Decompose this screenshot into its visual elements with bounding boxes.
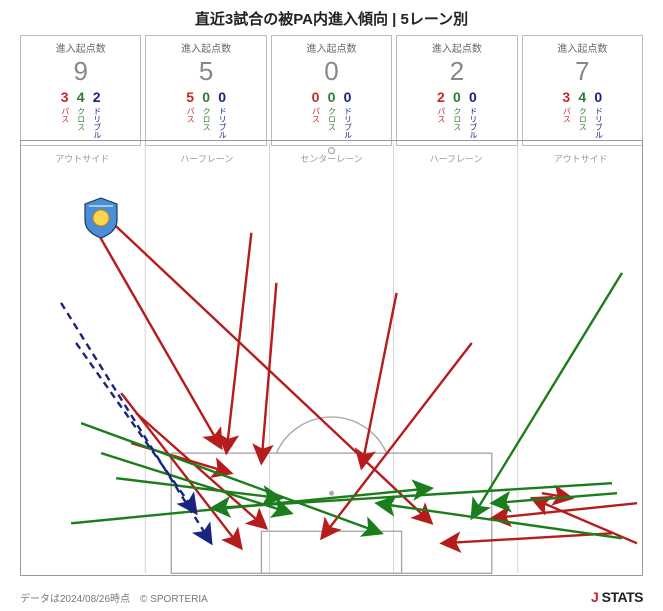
lane-breakdown: 3パス 4クロス 0ドリブル bbox=[525, 89, 640, 139]
dribble-count: 0ドリブル bbox=[344, 89, 352, 139]
lane-stat: 進入起点数 0 0パス 0クロス 0ドリブル bbox=[271, 35, 392, 146]
dribble-count: 0ドリブル bbox=[218, 89, 226, 139]
lane-stat: 進入起点数 9 3パス 4クロス 2ドリブル bbox=[20, 35, 141, 146]
stats-logo: J STATS bbox=[591, 589, 643, 605]
dribble-count: 0ドリブル bbox=[469, 89, 477, 139]
pass-count: 3パス bbox=[61, 89, 69, 139]
lane-breakdown: 3パス 4クロス 2ドリブル bbox=[23, 89, 138, 139]
pass-count: 3パス bbox=[562, 89, 570, 139]
cross-count: 4クロス bbox=[77, 89, 85, 139]
lane-breakdown: 0パス 0クロス 0ドリブル bbox=[274, 89, 389, 139]
chart-container: 直近3試合の被PA内進入傾向 | 5レーン別 進入起点数 9 3パス 4クロス … bbox=[0, 0, 663, 611]
lane-total: 0 bbox=[274, 57, 389, 86]
footer-text: データは2024/08/26時点 © SPORTERIA bbox=[20, 590, 208, 605]
lane-label: 進入起点数 bbox=[399, 40, 514, 55]
pass-count: 5パス bbox=[186, 89, 194, 139]
lane-total: 9 bbox=[23, 57, 138, 86]
lane-breakdown: 2パス 0クロス 0ドリブル bbox=[399, 89, 514, 139]
lane-label: 進入起点数 bbox=[274, 40, 389, 55]
lane-label: 進入起点数 bbox=[148, 40, 263, 55]
lane-total: 2 bbox=[399, 57, 514, 86]
dribble-count: 0ドリブル bbox=[594, 89, 602, 139]
lane-label: 進入起点数 bbox=[525, 40, 640, 55]
pitch-area bbox=[20, 140, 643, 576]
chart-title: 直近3試合の被PA内進入傾向 | 5レーン別 bbox=[0, 0, 663, 35]
footer: データは2024/08/26時点 © SPORTERIA J STATS bbox=[0, 589, 663, 605]
cross-count: 0クロス bbox=[202, 89, 210, 139]
cross-count: 0クロス bbox=[453, 89, 461, 139]
lane-breakdown: 5パス 0クロス 0ドリブル bbox=[148, 89, 263, 139]
lane-label: 進入起点数 bbox=[23, 40, 138, 55]
lane-total: 7 bbox=[525, 57, 640, 86]
cross-count: 4クロス bbox=[578, 89, 586, 139]
pass-count: 0パス bbox=[312, 89, 320, 139]
lane-stat: 進入起点数 7 3パス 4クロス 0ドリブル bbox=[522, 35, 643, 146]
dribble-count: 2ドリブル bbox=[93, 89, 101, 139]
pass-count: 2パス bbox=[437, 89, 445, 139]
lane-stats-row: 進入起点数 9 3パス 4クロス 2ドリブル 進入起点数 5 5パス 0クロス … bbox=[0, 35, 663, 146]
team-badge bbox=[81, 196, 121, 240]
lane-stat: 進入起点数 2 2パス 0クロス 0ドリブル bbox=[396, 35, 517, 146]
lane-total: 5 bbox=[148, 57, 263, 86]
cross-count: 0クロス bbox=[328, 89, 336, 139]
lane-stat: 進入起点数 5 5パス 0クロス 0ドリブル bbox=[145, 35, 266, 146]
